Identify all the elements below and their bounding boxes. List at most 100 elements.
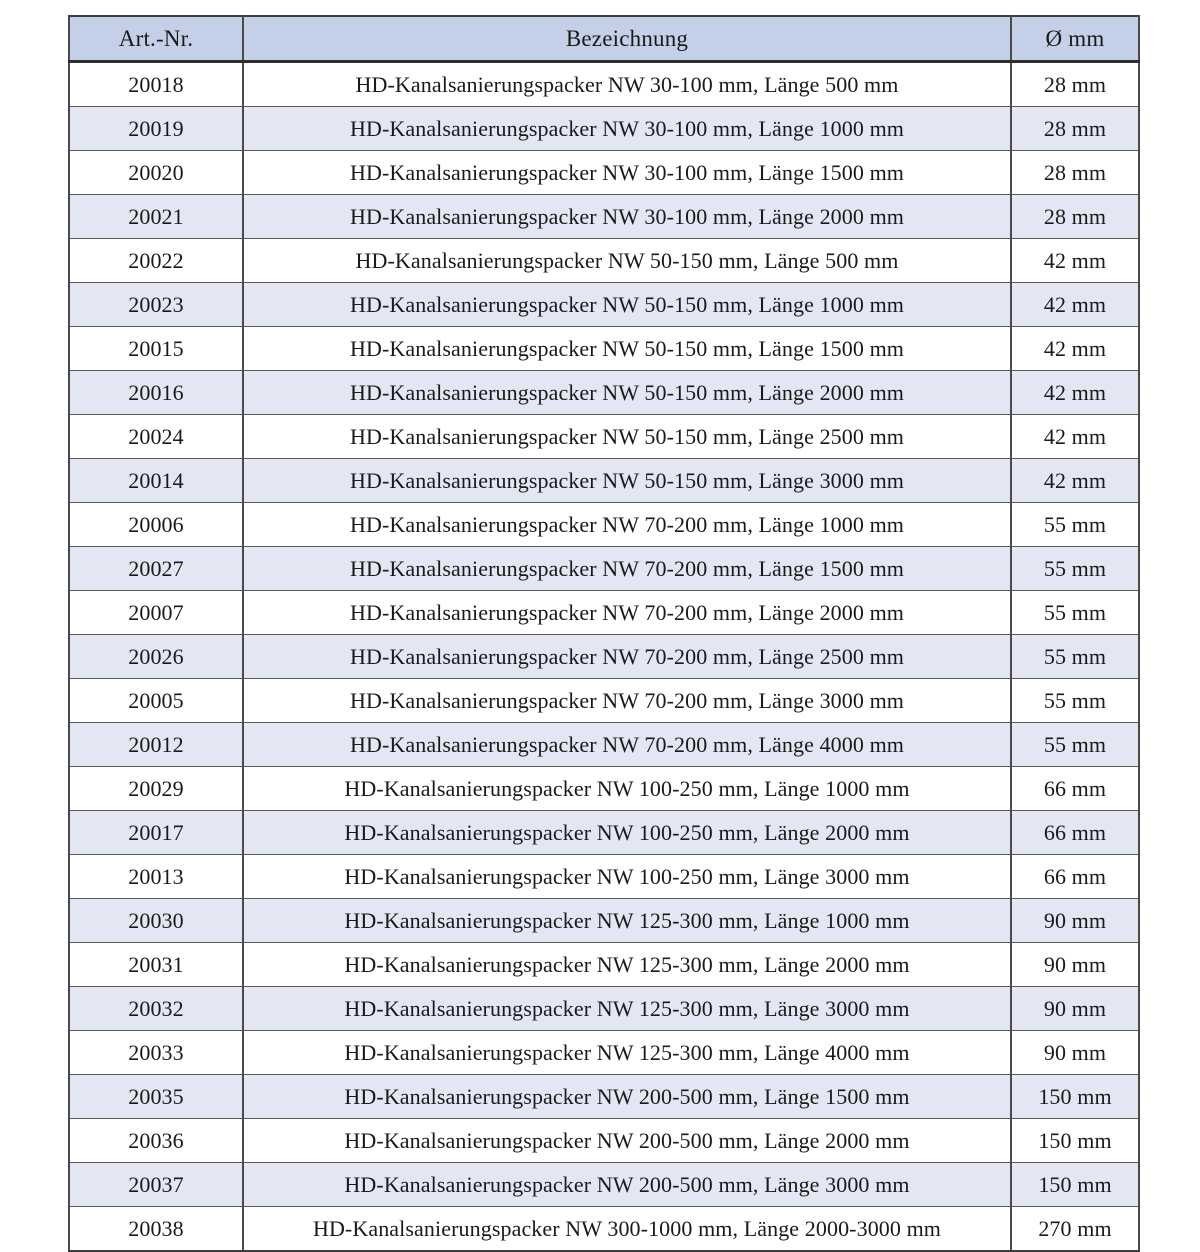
table-cell-bezeichnung: HD-Kanalsanierungspacker NW 125-300 mm, … — [242, 1030, 1012, 1075]
table-row: 20035 HD-Kanalsanierungspacker NW 200-500… — [68, 1074, 1140, 1119]
table-row: 20007 HD-Kanalsanierungspacker NW 70-200 … — [68, 590, 1140, 635]
table-row: 20032 HD-Kanalsanierungspacker NW 125-300… — [68, 986, 1140, 1031]
table-cell-bezeichnung: HD-Kanalsanierungspacker NW 100-250 mm, … — [242, 810, 1012, 855]
table-cell-art-nr: 20032 — [68, 986, 244, 1031]
table-cell-durchmesser: 42 mm — [1010, 282, 1140, 327]
table-cell-bezeichnung: HD-Kanalsanierungspacker NW 200-500 mm, … — [242, 1074, 1012, 1119]
table-cell-durchmesser: 55 mm — [1010, 590, 1140, 635]
table-row: 20015 HD-Kanalsanierungspacker NW 50-150 … — [68, 326, 1140, 371]
table-cell-art-nr: 20014 — [68, 458, 244, 503]
table-cell-bezeichnung: HD-Kanalsanierungspacker NW 50-150 mm, L… — [242, 414, 1012, 459]
table-cell-bezeichnung: HD-Kanalsanierungspacker NW 50-150 mm, L… — [242, 238, 1012, 283]
table-row: 20033 HD-Kanalsanierungspacker NW 125-300… — [68, 1030, 1140, 1075]
table-cell-bezeichnung: HD-Kanalsanierungspacker NW 30-100 mm, L… — [242, 194, 1012, 239]
table-cell-durchmesser: 55 mm — [1010, 634, 1140, 679]
table-row: 20029 HD-Kanalsanierungspacker NW 100-250… — [68, 766, 1140, 811]
table-row: 20006 HD-Kanalsanierungspacker NW 70-200 … — [68, 502, 1140, 547]
table-cell-bezeichnung: HD-Kanalsanierungspacker NW 30-100 mm, L… — [242, 106, 1012, 151]
table-row: 20022 HD-Kanalsanierungspacker NW 50-150 … — [68, 238, 1140, 283]
table-cell-durchmesser: 90 mm — [1010, 898, 1140, 943]
table-row: 20012 HD-Kanalsanierungspacker NW 70-200 … — [68, 722, 1140, 767]
table-cell-durchmesser: 42 mm — [1010, 370, 1140, 415]
table-header: Art.-Nr. Bezeichnung Ø mm — [68, 15, 1140, 63]
table-cell-art-nr: 20012 — [68, 722, 244, 767]
table-row: 20016 HD-Kanalsanierungspacker NW 50-150 … — [68, 370, 1140, 415]
table-cell-art-nr: 20017 — [68, 810, 244, 855]
table-cell-art-nr: 20030 — [68, 898, 244, 943]
table-cell-durchmesser: 55 mm — [1010, 546, 1140, 591]
column-header-durchmesser: Ø mm — [1010, 15, 1140, 63]
column-header-bezeichnung: Bezeichnung — [242, 15, 1012, 63]
table-cell-durchmesser: 90 mm — [1010, 1030, 1140, 1075]
table-cell-durchmesser: 42 mm — [1010, 238, 1140, 283]
table-cell-bezeichnung: HD-Kanalsanierungspacker NW 125-300 mm, … — [242, 986, 1012, 1031]
table-cell-bezeichnung: HD-Kanalsanierungspacker NW 30-100 mm, L… — [242, 150, 1012, 195]
table-cell-durchmesser: 66 mm — [1010, 854, 1140, 899]
table-cell-durchmesser: 150 mm — [1010, 1074, 1140, 1119]
table-cell-art-nr: 20006 — [68, 502, 244, 547]
column-header-art-nr: Art.-Nr. — [68, 15, 244, 63]
table-cell-durchmesser: 55 mm — [1010, 722, 1140, 767]
table-cell-art-nr: 20005 — [68, 678, 244, 723]
table-cell-art-nr: 20031 — [68, 942, 244, 987]
table-row: 20005 HD-Kanalsanierungspacker NW 70-200 … — [68, 678, 1140, 723]
table-row: 20020 HD-Kanalsanierungspacker NW 30-100 … — [68, 150, 1140, 195]
table-cell-durchmesser: 66 mm — [1010, 810, 1140, 855]
table-row: 20038 HD-Kanalsanierungspacker NW 300-100… — [68, 1206, 1140, 1252]
table-cell-art-nr: 20035 — [68, 1074, 244, 1119]
table-cell-bezeichnung: HD-Kanalsanierungspacker NW 70-200 mm, L… — [242, 722, 1012, 767]
document-page: Art.-Nr. Bezeichnung Ø mm 20018 HD-Kanals… — [68, 15, 1140, 1252]
table-cell-art-nr: 20033 — [68, 1030, 244, 1075]
table-cell-durchmesser: 66 mm — [1010, 766, 1140, 811]
table-row: 20036 HD-Kanalsanierungspacker NW 200-500… — [68, 1118, 1140, 1163]
product-table-container: Art.-Nr. Bezeichnung Ø mm 20018 HD-Kanals… — [68, 15, 1140, 1252]
table-cell-art-nr: 20015 — [68, 326, 244, 371]
table-cell-art-nr: 20027 — [68, 546, 244, 591]
table-row: 20018 HD-Kanalsanierungspacker NW 30-100 … — [68, 61, 1140, 107]
table-cell-durchmesser: 55 mm — [1010, 678, 1140, 723]
table-row: 20023 HD-Kanalsanierungspacker NW 50-150 … — [68, 282, 1140, 327]
table-cell-art-nr: 20026 — [68, 634, 244, 679]
table-cell-durchmesser: 28 mm — [1010, 194, 1140, 239]
table-cell-art-nr: 20022 — [68, 238, 244, 283]
table-cell-bezeichnung: HD-Kanalsanierungspacker NW 70-200 mm, L… — [242, 502, 1012, 547]
table-cell-durchmesser: 28 mm — [1010, 106, 1140, 151]
table-cell-bezeichnung: HD-Kanalsanierungspacker NW 50-150 mm, L… — [242, 370, 1012, 415]
table-cell-bezeichnung: HD-Kanalsanierungspacker NW 70-200 mm, L… — [242, 634, 1012, 679]
table-cell-art-nr: 20024 — [68, 414, 244, 459]
table-cell-bezeichnung: HD-Kanalsanierungspacker NW 100-250 mm, … — [242, 854, 1012, 899]
table-cell-bezeichnung: HD-Kanalsanierungspacker NW 100-250 mm, … — [242, 766, 1012, 811]
table-cell-art-nr: 20023 — [68, 282, 244, 327]
table-row: 20017 HD-Kanalsanierungspacker NW 100-250… — [68, 810, 1140, 855]
table-cell-bezeichnung: HD-Kanalsanierungspacker NW 70-200 mm, L… — [242, 678, 1012, 723]
table-header-row: Art.-Nr. Bezeichnung Ø mm — [68, 15, 1140, 63]
table-cell-bezeichnung: HD-Kanalsanierungspacker NW 70-200 mm, L… — [242, 546, 1012, 591]
table-cell-art-nr: 20020 — [68, 150, 244, 195]
table-cell-bezeichnung: HD-Kanalsanierungspacker NW 50-150 mm, L… — [242, 458, 1012, 503]
table-cell-art-nr: 20029 — [68, 766, 244, 811]
table-cell-art-nr: 20038 — [68, 1206, 244, 1252]
table-cell-durchmesser: 42 mm — [1010, 458, 1140, 503]
table-cell-bezeichnung: HD-Kanalsanierungspacker NW 125-300 mm, … — [242, 942, 1012, 987]
table-row: 20024 HD-Kanalsanierungspacker NW 50-150 … — [68, 414, 1140, 459]
table-cell-durchmesser: 42 mm — [1010, 326, 1140, 371]
table-cell-art-nr: 20016 — [68, 370, 244, 415]
table-cell-bezeichnung: HD-Kanalsanierungspacker NW 125-300 mm, … — [242, 898, 1012, 943]
table-cell-bezeichnung: HD-Kanalsanierungspacker NW 50-150 mm, L… — [242, 282, 1012, 327]
table-cell-art-nr: 20036 — [68, 1118, 244, 1163]
table-row: 20030 HD-Kanalsanierungspacker NW 125-300… — [68, 898, 1140, 943]
table-row: 20027 HD-Kanalsanierungspacker NW 70-200 … — [68, 546, 1140, 591]
table-cell-art-nr: 20007 — [68, 590, 244, 635]
table-cell-bezeichnung: HD-Kanalsanierungspacker NW 70-200 mm, L… — [242, 590, 1012, 635]
table-cell-art-nr: 20013 — [68, 854, 244, 899]
table-cell-durchmesser: 28 mm — [1010, 150, 1140, 195]
table-cell-durchmesser: 28 mm — [1010, 61, 1140, 107]
table-row: 20026 HD-Kanalsanierungspacker NW 70-200 … — [68, 634, 1140, 679]
table-row: 20031 HD-Kanalsanierungspacker NW 125-300… — [68, 942, 1140, 987]
table-cell-art-nr: 20021 — [68, 194, 244, 239]
table-cell-durchmesser: 90 mm — [1010, 942, 1140, 987]
table-cell-durchmesser: 90 mm — [1010, 986, 1140, 1031]
table-cell-bezeichnung: HD-Kanalsanierungspacker NW 200-500 mm, … — [242, 1118, 1012, 1163]
table-cell-durchmesser: 270 mm — [1010, 1206, 1140, 1252]
table-row: 20019 HD-Kanalsanierungspacker NW 30-100 … — [68, 106, 1140, 151]
